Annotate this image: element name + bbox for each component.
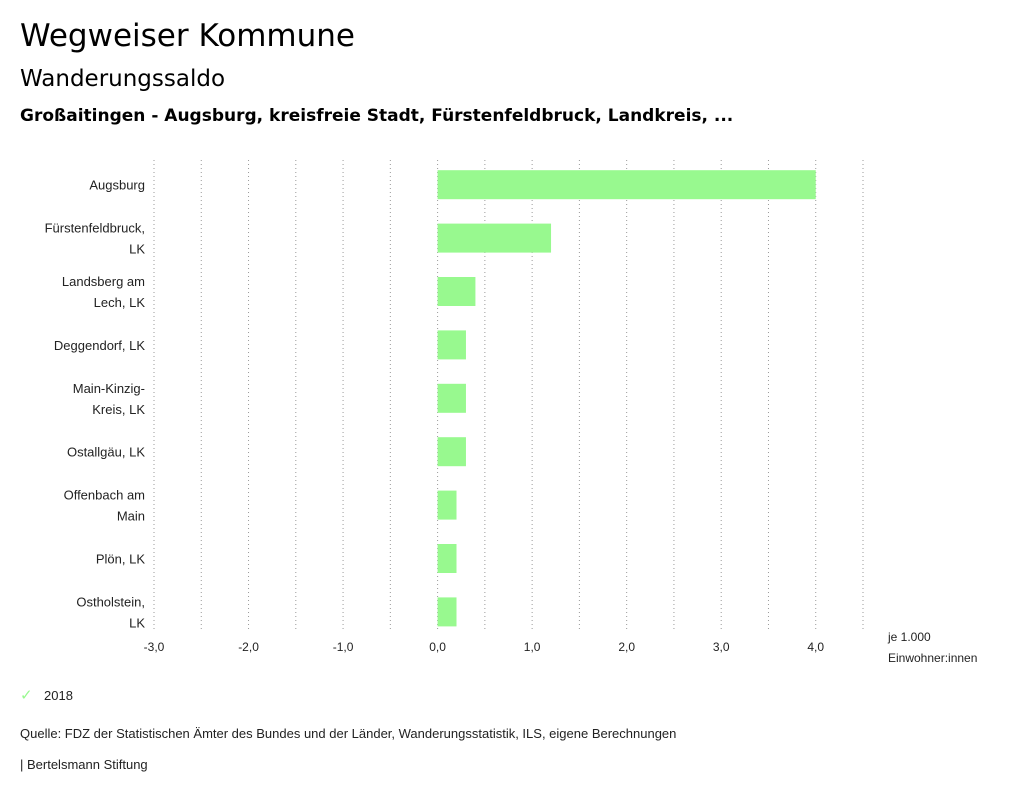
tick-label: -1,0: [333, 640, 354, 654]
bar: [437, 383, 466, 413]
check-icon: ✓: [20, 687, 33, 704]
tick-labels: -3,0 -2,0 -1,0 0,0 1,0 2,0 3,0 4,0: [144, 640, 825, 654]
tick-label: 2,0: [618, 640, 635, 654]
unit-label: je 1.000 Einwohner:innen: [887, 630, 977, 665]
source-note: Quelle: FDZ der Statistischen Ämter des …: [20, 726, 677, 741]
bar: [437, 330, 466, 360]
bar: [437, 544, 457, 573]
tick-label: 3,0: [713, 640, 730, 654]
bar: [437, 437, 466, 467]
category-label: Main: [117, 509, 145, 524]
category-label: Plön, LK: [96, 552, 145, 567]
category-label: LK: [129, 615, 145, 630]
bar: [437, 170, 816, 200]
category-label: Offenbach am: [64, 488, 145, 503]
category-label: Ostholstein,: [76, 594, 145, 609]
category-label: LK: [129, 242, 145, 257]
chart-subtitle: Wanderungssaldo: [20, 66, 226, 92]
bar-chart: Augsburg Fürstenfeldbruck, LK Landsberg am L…: [45, 160, 977, 665]
chart-context: Großaitingen - Augsburg, kreisfreie Stad…: [20, 106, 734, 126]
tick-label: -3,0: [144, 640, 165, 654]
axis-unit-label: Einwohner:innen: [888, 651, 977, 665]
tick-label: 4,0: [807, 640, 824, 654]
category-label: Ostallgäu, LK: [67, 445, 145, 460]
category-label: Deggendorf, LK: [54, 338, 145, 353]
bar-layer: [437, 170, 816, 627]
bar: [437, 277, 476, 306]
legend-label: 2018: [44, 687, 73, 703]
axis-unit-label: je 1.000: [887, 630, 931, 644]
category-label: Augsburg: [89, 178, 145, 193]
bar: [437, 597, 457, 627]
category-label: Lech, LK: [94, 295, 146, 310]
bar: [437, 490, 457, 520]
page-title: Wegweiser Kommune: [20, 18, 355, 54]
category-label: Fürstenfeldbruck,: [45, 221, 145, 236]
tick-label: 0,0: [429, 640, 446, 654]
category-labels: Augsburg Fürstenfeldbruck, LK Landsberg am L…: [45, 178, 146, 631]
category-label: Landsberg am: [62, 274, 145, 289]
category-label: Kreis, LK: [92, 402, 145, 417]
category-label: Main-Kinzig-: [73, 381, 145, 396]
tick-label: 1,0: [524, 640, 541, 654]
bar: [437, 223, 552, 253]
legend[interactable]: ✓ 2018: [20, 686, 73, 704]
brand-note: | Bertelsmann Stiftung: [20, 757, 148, 772]
tick-label: -2,0: [238, 640, 259, 654]
